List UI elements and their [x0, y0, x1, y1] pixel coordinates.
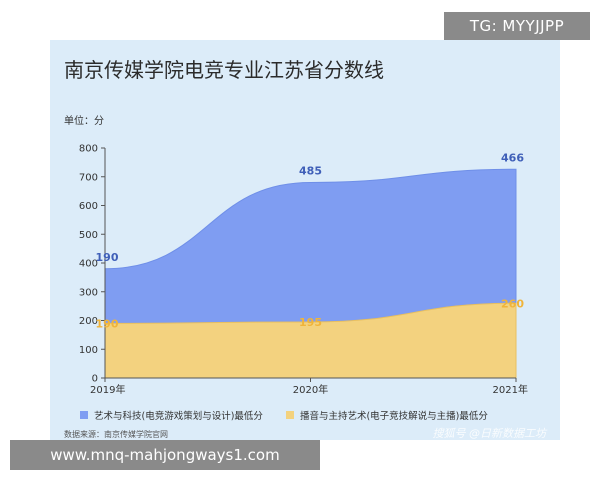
data-label-series-2: 190 — [96, 317, 119, 330]
x-tick-label: 2021年 — [493, 383, 528, 396]
y-tick-label: 700 — [79, 172, 98, 183]
legend-swatch-series-2 — [285, 411, 294, 419]
sohu-watermark: 搜狐号 @日新数据工坊 — [432, 427, 547, 440]
y-tick-label: 500 — [79, 230, 98, 241]
data-label-series-1: 466 — [501, 151, 524, 164]
area-series-1 — [104, 168, 517, 324]
tg-watermark: TG: MYYJJPP — [444, 12, 590, 40]
y-tick-label: 0 — [92, 374, 98, 385]
y-tick-label: 300 — [79, 287, 98, 298]
data-source: 数据来源：南京传媒学院官网 — [64, 430, 168, 439]
legend: 艺术与科技(电竞游戏策划与设计)最低分 播音与主持艺术(电子竞技解说与主播)最低… — [80, 408, 508, 422]
y-tick-label: 400 — [79, 259, 98, 270]
y-tick-label: 100 — [79, 345, 98, 356]
y-tick-label: 600 — [79, 201, 98, 212]
data-label-series-1: 190 — [96, 251, 119, 264]
legend-label-series-1: 艺术与科技(电竞游戏策划与设计)最低分 — [94, 411, 263, 422]
x-tick-label: 2020年 — [293, 383, 328, 396]
chart-card: 南京传媒学院电竞专业江苏省分数线 单位：分 0 100 200 300 400 500 60… — [50, 40, 560, 440]
area-chart: 0 100 200 300 400 500 600 700 800 2019年 2020年 2021年… — [79, 144, 528, 397]
legend-label-series-2: 播音与主持艺术(电子竞技解说与主播)最低分 — [299, 411, 488, 422]
area-series-2 — [104, 302, 517, 379]
legend-item-series-2: 播音与主持艺术(电子竞技解说与主播)最低分 — [285, 408, 488, 422]
y-tick-label: 800 — [79, 144, 98, 155]
url-watermark: www.mnq-mahjongways1.com — [10, 440, 320, 470]
chart-title: 南京传媒学院电竞专业江苏省分数线 — [64, 58, 384, 82]
data-label-series-2: 260 — [501, 297, 524, 310]
legend-item-series-1: 艺术与科技(电竞游戏策划与设计)最低分 — [80, 408, 263, 422]
x-tick-label: 2019年 — [90, 383, 125, 396]
unit-label: 单位：分 — [64, 116, 104, 127]
data-label-series-2: 195 — [299, 316, 322, 329]
legend-swatch-series-1 — [80, 411, 88, 419]
data-label-series-1: 485 — [299, 165, 322, 178]
y-tick-label: 200 — [79, 316, 98, 327]
